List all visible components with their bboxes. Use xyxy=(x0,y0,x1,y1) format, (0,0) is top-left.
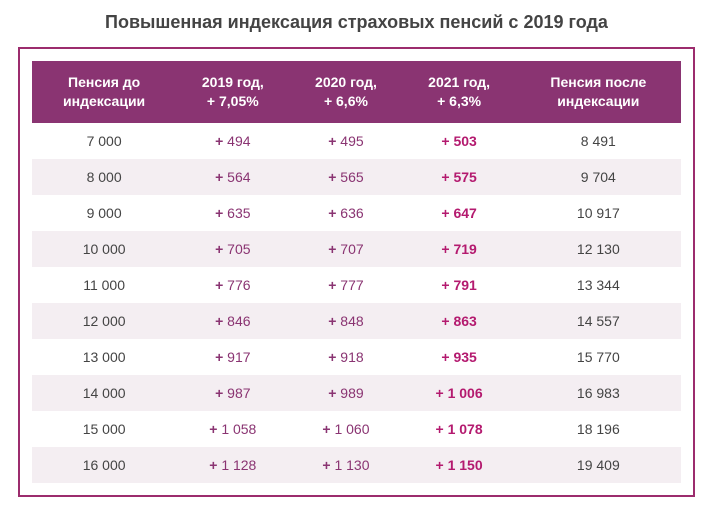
page-title: Повышенная индексация страховых пенсий с… xyxy=(18,12,695,33)
cell-after: 9 704 xyxy=(516,159,681,195)
cell-2020: + 1 060 xyxy=(289,411,402,447)
cell-before: 11 000 xyxy=(32,267,176,303)
cell-after: 10 917 xyxy=(516,195,681,231)
table-row: 11 000+ 776+ 777+ 79113 344 xyxy=(32,267,681,303)
cell-2019: + 1 128 xyxy=(176,447,289,483)
cell-2021: + 863 xyxy=(403,303,516,339)
cell-after: 13 344 xyxy=(516,267,681,303)
cell-2020: + 848 xyxy=(289,303,402,339)
cell-2019: + 564 xyxy=(176,159,289,195)
cell-before: 9 000 xyxy=(32,195,176,231)
table-row: 15 000+ 1 058+ 1 060+ 1 07818 196 xyxy=(32,411,681,447)
cell-2021: + 1 006 xyxy=(403,375,516,411)
cell-2020: + 989 xyxy=(289,375,402,411)
cell-after: 8 491 xyxy=(516,123,681,159)
cell-2019: + 917 xyxy=(176,339,289,375)
cell-before: 12 000 xyxy=(32,303,176,339)
cell-2020: + 707 xyxy=(289,231,402,267)
cell-before: 7 000 xyxy=(32,123,176,159)
cell-before: 14 000 xyxy=(32,375,176,411)
cell-2019: + 1 058 xyxy=(176,411,289,447)
cell-2021: + 1 078 xyxy=(403,411,516,447)
col-header-before: Пенсия доиндексации xyxy=(32,61,176,123)
col-header-2021: 2021 год,+ 6,3% xyxy=(403,61,516,123)
page-wrapper: Повышенная индексация страховых пенсий с… xyxy=(0,0,713,515)
cell-before: 15 000 xyxy=(32,411,176,447)
cell-2020: + 636 xyxy=(289,195,402,231)
table-header: Пенсия доиндексации 2019 год,+ 7,05% 202… xyxy=(32,61,681,123)
cell-2019: + 846 xyxy=(176,303,289,339)
table-row: 7 000+ 494+ 495+ 5038 491 xyxy=(32,123,681,159)
cell-2021: + 575 xyxy=(403,159,516,195)
cell-after: 14 557 xyxy=(516,303,681,339)
cell-2021: + 503 xyxy=(403,123,516,159)
table-row: 9 000+ 635+ 636+ 64710 917 xyxy=(32,195,681,231)
cell-2019: + 776 xyxy=(176,267,289,303)
cell-before: 16 000 xyxy=(32,447,176,483)
table-row: 12 000+ 846+ 848+ 86314 557 xyxy=(32,303,681,339)
cell-after: 12 130 xyxy=(516,231,681,267)
cell-after: 18 196 xyxy=(516,411,681,447)
table-row: 14 000+ 987+ 989+ 1 00616 983 xyxy=(32,375,681,411)
col-header-after: Пенсия послеиндексации xyxy=(516,61,681,123)
cell-2019: + 635 xyxy=(176,195,289,231)
cell-2020: + 918 xyxy=(289,339,402,375)
table-frame: Пенсия доиндексации 2019 год,+ 7,05% 202… xyxy=(18,47,695,497)
cell-2020: + 495 xyxy=(289,123,402,159)
cell-after: 19 409 xyxy=(516,447,681,483)
table-row: 16 000+ 1 128+ 1 130+ 1 15019 409 xyxy=(32,447,681,483)
cell-before: 13 000 xyxy=(32,339,176,375)
table-row: 13 000+ 917+ 918+ 93515 770 xyxy=(32,339,681,375)
cell-2020: + 1 130 xyxy=(289,447,402,483)
pension-table: Пенсия доиндексации 2019 год,+ 7,05% 202… xyxy=(32,61,681,483)
cell-2021: + 719 xyxy=(403,231,516,267)
cell-after: 16 983 xyxy=(516,375,681,411)
table-row: 8 000+ 564+ 565+ 5759 704 xyxy=(32,159,681,195)
table-row: 10 000+ 705+ 707+ 71912 130 xyxy=(32,231,681,267)
cell-2020: + 777 xyxy=(289,267,402,303)
cell-2019: + 987 xyxy=(176,375,289,411)
cell-before: 10 000 xyxy=(32,231,176,267)
cell-2019: + 494 xyxy=(176,123,289,159)
cell-2019: + 705 xyxy=(176,231,289,267)
table-body: 7 000+ 494+ 495+ 5038 4918 000+ 564+ 565… xyxy=(32,123,681,483)
cell-after: 15 770 xyxy=(516,339,681,375)
cell-2021: + 791 xyxy=(403,267,516,303)
cell-2021: + 647 xyxy=(403,195,516,231)
col-header-2020: 2020 год,+ 6,6% xyxy=(289,61,402,123)
cell-2020: + 565 xyxy=(289,159,402,195)
cell-2021: + 1 150 xyxy=(403,447,516,483)
cell-2021: + 935 xyxy=(403,339,516,375)
cell-before: 8 000 xyxy=(32,159,176,195)
col-header-2019: 2019 год,+ 7,05% xyxy=(176,61,289,123)
